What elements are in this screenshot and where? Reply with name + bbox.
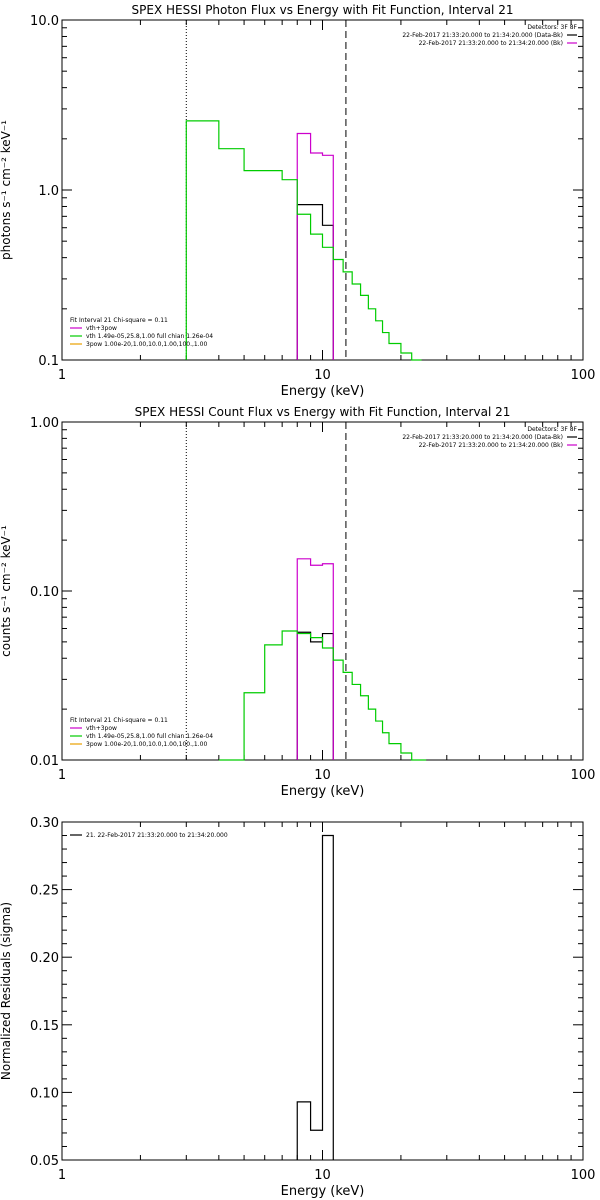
- x-tick-label: 10: [314, 1168, 331, 1183]
- legend-entry: 22-Feb-2017 21:33:20.000 to 21:34:20.000…: [419, 442, 563, 449]
- x-tick-label: 1: [58, 768, 66, 783]
- x-axis-label: Energy (keV): [281, 1184, 365, 1199]
- y-tick-label: 1.00: [30, 416, 59, 431]
- y-tick-label: 0.20: [30, 951, 59, 966]
- plot-frame: [61, 421, 584, 761]
- y-tick-label: 1.0: [38, 184, 59, 199]
- y-axis-label: photons s⁻¹ cm⁻² keV⁻¹: [0, 120, 13, 260]
- fit-info-header: Fit Interval 21 Chi-square = 0.11: [70, 317, 168, 324]
- fit-info-header: Fit Interval 21 Chi-square = 0.11: [70, 717, 168, 724]
- y-tick-label: 0.15: [30, 1019, 59, 1034]
- y-tick-label: 0.30: [30, 816, 59, 831]
- series-2-step-line: [296, 558, 334, 760]
- fit-info-entry: 3pow 1.00e-20,1.00,10.0,1.00,100.,1.00: [86, 741, 207, 748]
- chart-panel-3: 1 10 100 0.05 0.10 0.15 0.20 0.25 0.30 Energy (ke…: [0, 816, 595, 1199]
- x-tick-label: 1: [58, 368, 66, 383]
- legend-header: Detectors: 3F 8F: [527, 426, 577, 433]
- fit-info-entry: vth 1.49e-05,25.8,1.00 full chian 1.26e-…: [86, 733, 213, 740]
- y-axis-label: counts s⁻¹ cm⁻² keV⁻¹: [0, 525, 13, 657]
- y-tick-label: 10.0: [30, 14, 59, 29]
- y-tick-label: 0.05: [30, 1154, 59, 1169]
- chart-title: SPEX HESSI Count Flux vs Energy with Fit…: [135, 405, 511, 419]
- legend-entry: 22-Feb-2017 21:33:20.000 to 21:34:20.000…: [402, 434, 563, 441]
- chart-title: SPEX HESSI Photon Flux vs Energy with Fi…: [132, 3, 514, 17]
- y-axis-label: Normalized Residuals (sigma): [0, 902, 13, 1080]
- series-1-step-line: [296, 204, 334, 360]
- legend-entry: 22-Feb-2017 21:33:20.000 to 21:34:20.000…: [419, 40, 563, 47]
- x-tick-label: 100: [571, 768, 596, 783]
- fit-info-entry: vth+3pow: [86, 725, 117, 732]
- y-tick-label: 0.01: [30, 754, 59, 769]
- x-tick-label: 10: [314, 368, 331, 383]
- series-1-step-line: [296, 834, 334, 1160]
- series-2-step-line: [296, 132, 334, 360]
- y-tick-label: 0.25: [30, 884, 59, 899]
- x-tick-label: 100: [571, 1168, 596, 1183]
- plot-frame: [61, 19, 584, 361]
- legend-entry: 22-Feb-2017 21:33:20.000 to 21:34:20.000…: [402, 32, 563, 39]
- legend-entry: 21. 22-Feb-2017 21:33:20.000 to 21:34:20…: [86, 832, 228, 839]
- chart-panel-1: SPEX HESSI Photon Flux vs Energy with Fi…: [0, 3, 595, 399]
- fit-info-entry: vth 1.49e-05,25.8,1.00 full chian 1.26e-…: [86, 333, 213, 340]
- y-tick-label: 0.10: [30, 1086, 59, 1101]
- chart-panel-2: SPEX HESSI Count Flux vs Energy with Fit…: [0, 405, 595, 799]
- x-axis-label: Energy (keV): [281, 784, 365, 799]
- x-axis-label: Energy (keV): [281, 384, 365, 399]
- x-tick-label: 1: [58, 1168, 66, 1183]
- legend-header: Detectors: 3F 8F: [527, 24, 577, 31]
- series-3-step-line: [218, 630, 427, 761]
- fit-info-entry: 3pow 1.00e-20,1.00,10.0,1.00,100.,1.00: [86, 341, 207, 348]
- x-tick-label: 100: [571, 368, 596, 383]
- fit-info-entry: vth+3pow: [86, 325, 117, 332]
- y-tick-label: 0.10: [30, 585, 59, 600]
- y-tick-label: 0.1: [38, 354, 59, 369]
- series-3-step-line: [185, 120, 422, 361]
- x-tick-label: 10: [314, 768, 331, 783]
- series-1-step-line: [296, 631, 334, 760]
